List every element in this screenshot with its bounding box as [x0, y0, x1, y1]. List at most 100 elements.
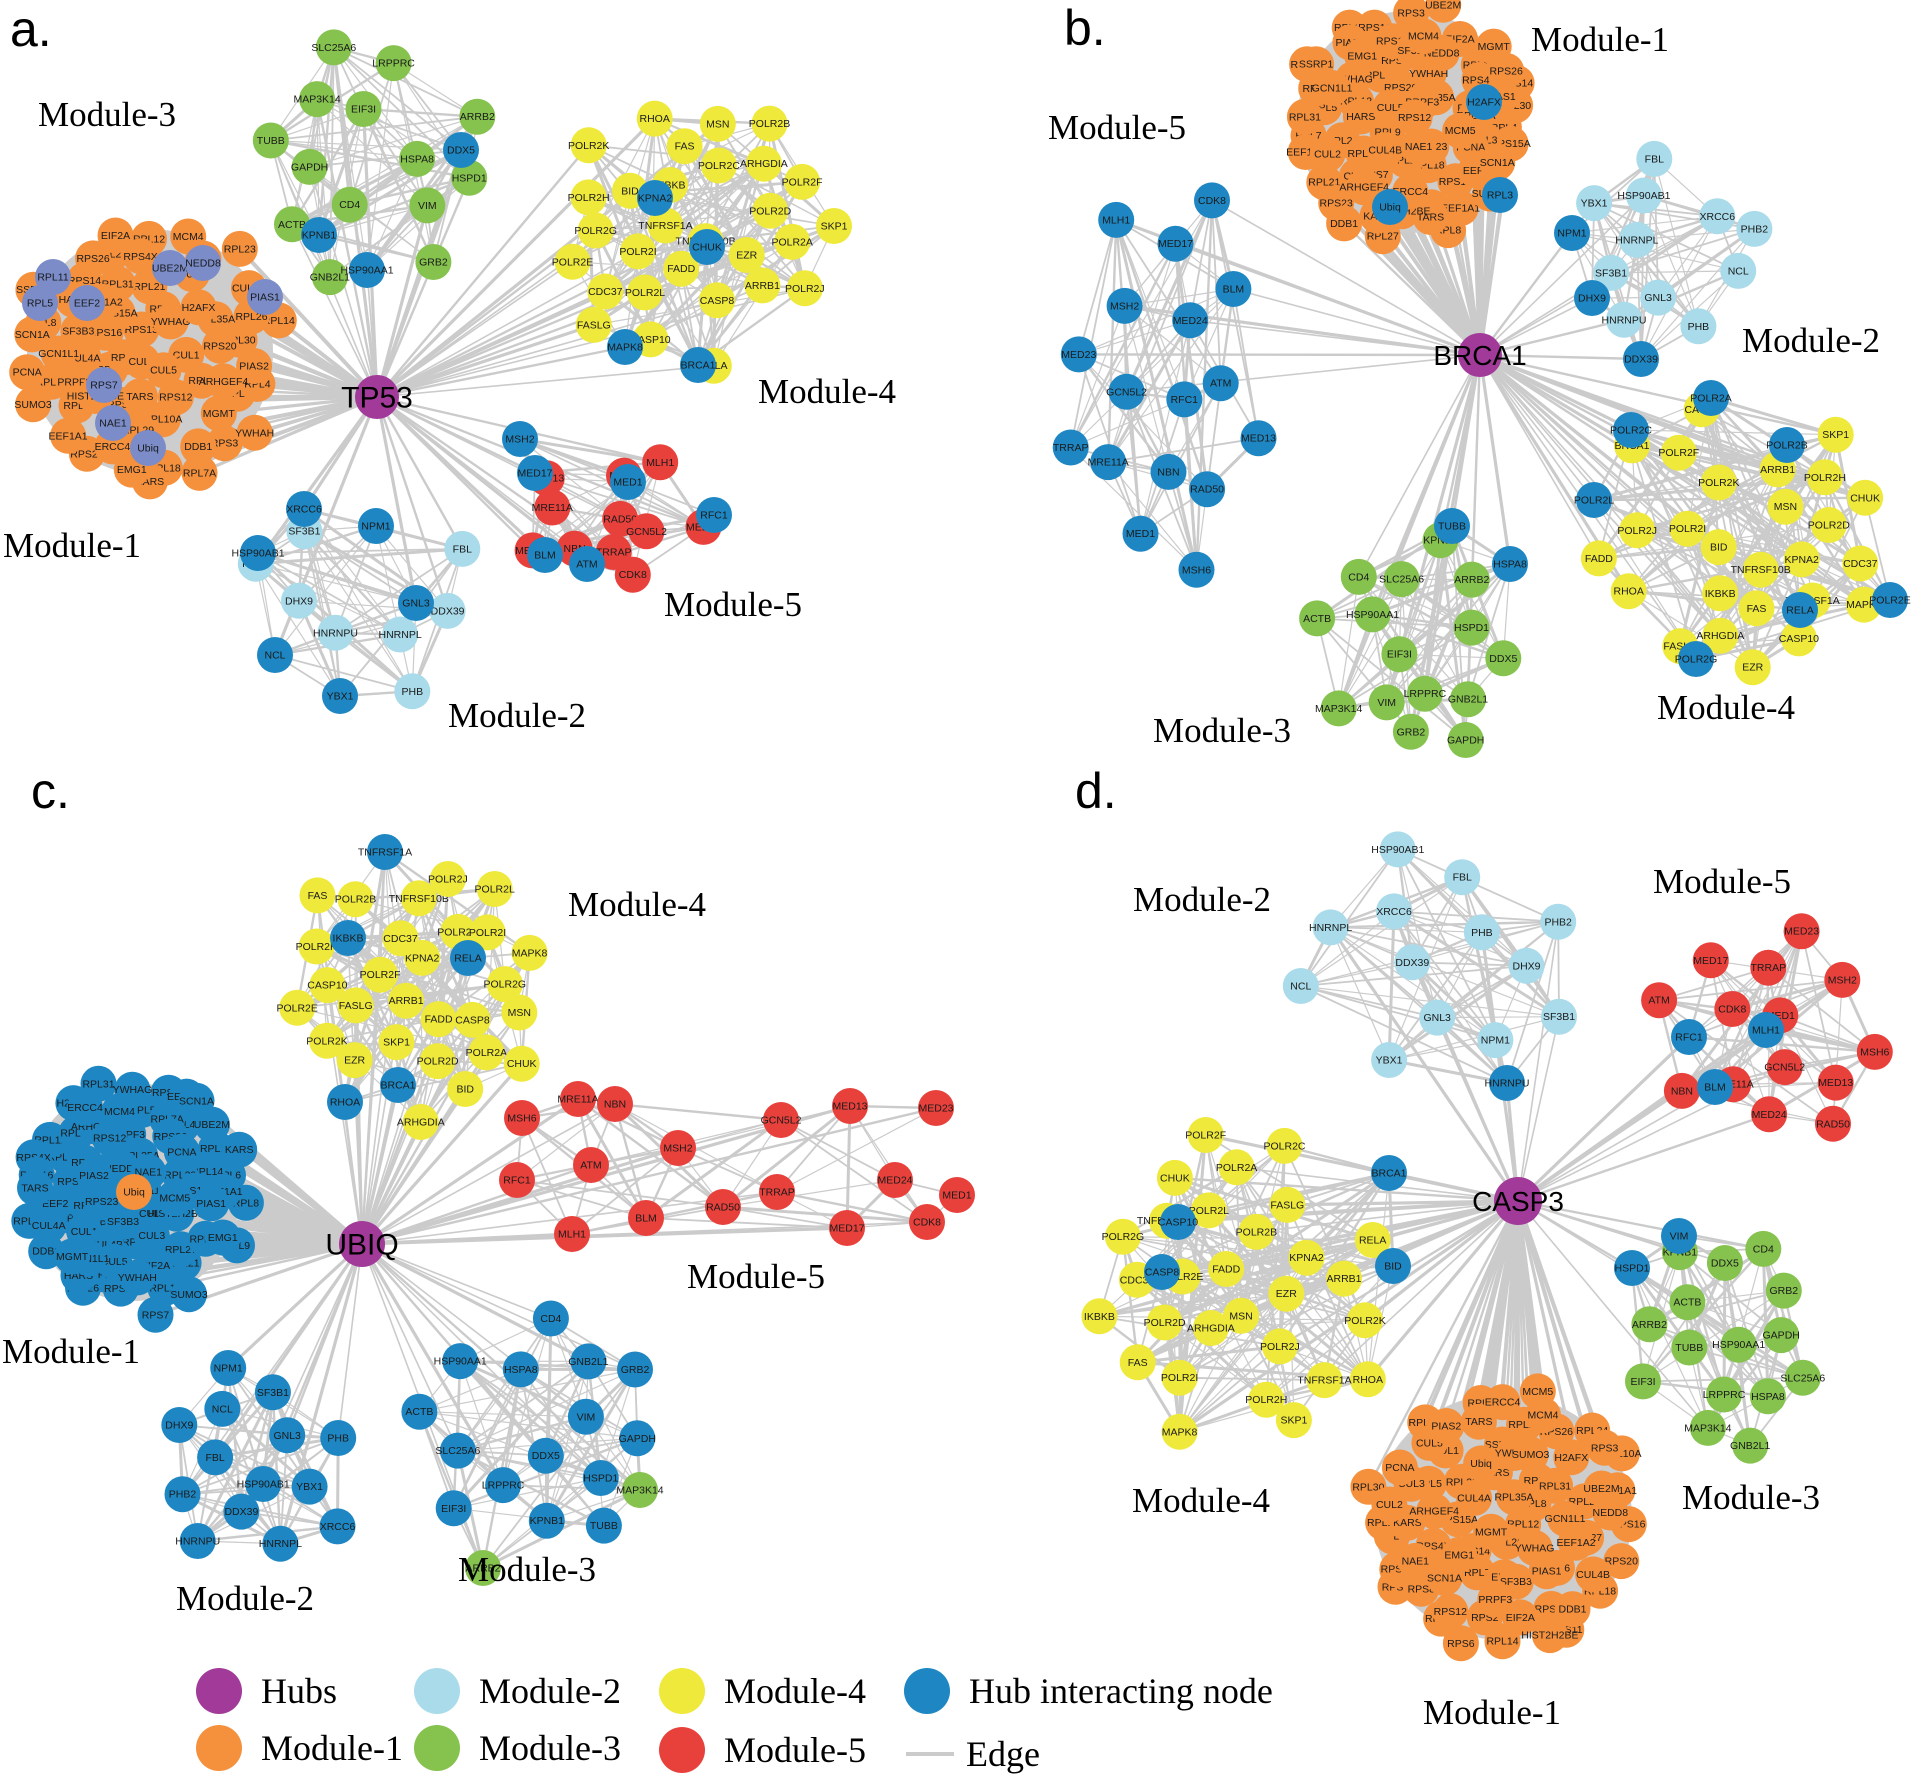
svg-text:ARRB2: ARRB2	[465, 1563, 500, 1575]
svg-text:DHX9: DHX9	[1512, 960, 1540, 972]
svg-text:NCL: NCL	[1290, 981, 1311, 993]
svg-text:Hubs: Hubs	[261, 1671, 337, 1711]
svg-text:CDK8: CDK8	[619, 569, 647, 581]
svg-text:HSPA8: HSPA8	[400, 153, 434, 165]
svg-text:VIM: VIM	[1670, 1231, 1689, 1243]
svg-text:HNRNPU: HNRNPU	[1485, 1078, 1530, 1090]
svg-text:CUL3: CUL3	[138, 1230, 165, 1242]
svg-text:MSH2: MSH2	[1828, 974, 1857, 986]
svg-text:GRB2: GRB2	[419, 257, 448, 269]
svg-text:MSN: MSN	[1229, 1310, 1252, 1322]
svg-text:SF3B1: SF3B1	[288, 526, 320, 538]
svg-text:NPM1: NPM1	[1557, 228, 1586, 240]
svg-text:GAPDH: GAPDH	[291, 161, 328, 173]
svg-text:BLM: BLM	[1223, 284, 1245, 296]
svg-text:KPNB1: KPNB1	[530, 1515, 565, 1527]
svg-text:MGMT: MGMT	[1475, 1526, 1508, 1538]
svg-text:HNRNPU: HNRNPU	[175, 1536, 220, 1548]
svg-text:SKP1: SKP1	[1822, 429, 1849, 441]
svg-text:Ubiq: Ubiq	[137, 443, 159, 455]
svg-text:EEF1A2: EEF1A2	[1556, 1537, 1595, 1549]
svg-text:RPL31: RPL31	[1289, 111, 1321, 123]
svg-text:PRPF3: PRPF3	[1478, 1594, 1512, 1606]
svg-text:YBX1: YBX1	[1581, 198, 1608, 210]
svg-text:PIAS1: PIAS1	[1532, 1566, 1562, 1578]
svg-text:EZR: EZR	[344, 1055, 365, 1067]
svg-text:HSPA8: HSPA8	[1493, 559, 1527, 571]
svg-text:POLR2B: POLR2B	[1766, 440, 1807, 452]
svg-text:CDK8: CDK8	[1198, 195, 1226, 207]
svg-text:a.: a.	[10, 1, 52, 57]
svg-text:GNL3: GNL3	[273, 1430, 301, 1442]
svg-text:Module-3: Module-3	[458, 1550, 596, 1589]
svg-text:TNFRSF1A: TNFRSF1A	[638, 220, 692, 232]
svg-text:CASP10: CASP10	[1779, 633, 1819, 645]
svg-text:HSP90AB1: HSP90AB1	[1371, 844, 1424, 856]
svg-text:GNB2L1: GNB2L1	[568, 1356, 608, 1368]
svg-text:PIAS1: PIAS1	[250, 292, 280, 304]
svg-text:CHUK: CHUK	[1850, 492, 1880, 504]
svg-text:TARS: TARS	[1465, 1416, 1492, 1428]
svg-text:TRRAP: TRRAP	[1053, 442, 1089, 454]
svg-text:BID: BID	[1384, 1261, 1402, 1273]
svg-text:DDX39: DDX39	[1395, 957, 1429, 969]
svg-text:POLR2K: POLR2K	[568, 140, 609, 152]
svg-text:FASLG: FASLG	[577, 319, 611, 331]
svg-text:RHOA: RHOA	[1614, 586, 1644, 598]
svg-text:DDX39: DDX39	[224, 1506, 258, 1518]
svg-text:HSP90AA1: HSP90AA1	[1712, 1339, 1765, 1351]
svg-text:XRCC6: XRCC6	[286, 504, 322, 516]
svg-text:PCNA: PCNA	[167, 1146, 196, 1158]
svg-text:POLR2J: POLR2J	[785, 283, 825, 295]
svg-text:SUMO3: SUMO3	[1512, 1449, 1550, 1461]
svg-text:CASP8: CASP8	[1145, 1267, 1180, 1279]
svg-text:NPM1: NPM1	[1481, 1035, 1510, 1047]
svg-text:EEF2: EEF2	[42, 1198, 68, 1210]
svg-text:RPL27: RPL27	[1367, 231, 1399, 243]
svg-text:MCM4: MCM4	[1528, 1410, 1559, 1422]
svg-text:RPL7: RPL7	[1464, 1567, 1490, 1579]
svg-text:NBN: NBN	[1671, 1085, 1693, 1097]
svg-text:EIF2A: EIF2A	[1506, 1612, 1535, 1624]
svg-text:CDC37: CDC37	[588, 286, 623, 298]
svg-text:ACTB: ACTB	[405, 1406, 433, 1418]
svg-text:DDB1: DDB1	[184, 441, 212, 453]
svg-text:MGMT: MGMT	[203, 408, 236, 420]
svg-text:ARRB2: ARRB2	[1632, 1319, 1667, 1331]
svg-text:Module-4: Module-4	[1132, 1481, 1270, 1520]
svg-text:RPL14: RPL14	[263, 315, 295, 327]
svg-text:POLR2I: POLR2I	[1161, 1372, 1198, 1384]
svg-text:RPS26: RPS26	[76, 253, 109, 265]
svg-text:CDC37: CDC37	[383, 933, 418, 945]
svg-text:MAPK8: MAPK8	[1162, 1426, 1198, 1438]
svg-text:ATM: ATM	[1210, 378, 1231, 390]
svg-text:SCN1A: SCN1A	[1427, 1572, 1462, 1584]
svg-text:EZR: EZR	[1742, 662, 1763, 674]
svg-text:CUL1: CUL1	[173, 349, 200, 361]
svg-text:HSP90AB1: HSP90AB1	[237, 1479, 290, 1491]
svg-text:CDK8: CDK8	[1718, 1004, 1746, 1016]
svg-text:LRPPRC: LRPPRC	[1404, 688, 1447, 700]
svg-text:GCN1L1: GCN1L1	[1312, 83, 1353, 95]
svg-text:RHOA: RHOA	[330, 1097, 360, 1109]
svg-text:ARHGEF4: ARHGEF4	[1339, 182, 1389, 194]
svg-text:EEF2: EEF2	[74, 298, 100, 310]
svg-text:MCM4: MCM4	[104, 1106, 135, 1118]
svg-text:CUL5: CUL5	[101, 1256, 128, 1268]
svg-text:MCM5: MCM5	[159, 1193, 190, 1205]
svg-text:POLR2F: POLR2F	[1658, 447, 1699, 459]
svg-text:ATM: ATM	[580, 1160, 601, 1172]
svg-text:PCNA: PCNA	[13, 367, 42, 379]
svg-text:KARS: KARS	[225, 1144, 254, 1156]
svg-text:VIM: VIM	[1377, 697, 1396, 709]
svg-text:CDC37: CDC37	[1843, 558, 1878, 570]
svg-text:CUL4B: CUL4B	[1368, 145, 1402, 157]
svg-text:ARRB1: ARRB1	[745, 280, 780, 292]
svg-text:POLR2E: POLR2E	[276, 1002, 317, 1014]
svg-text:RHOA: RHOA	[640, 113, 670, 125]
svg-text:FAS: FAS	[1128, 1357, 1148, 1369]
svg-text:POLR2L: POLR2L	[475, 884, 515, 896]
svg-text:ERCC4: ERCC4	[95, 441, 131, 453]
svg-text:PHB2: PHB2	[169, 1489, 197, 1501]
svg-text:MED24: MED24	[877, 1175, 912, 1187]
